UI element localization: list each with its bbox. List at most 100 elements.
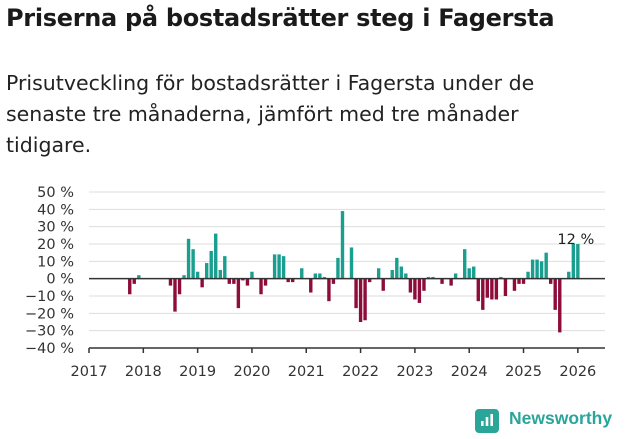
bar	[399, 266, 404, 279]
bar	[331, 278, 336, 284]
bar	[440, 278, 444, 284]
y-tick-label: 30 %	[37, 220, 74, 236]
bar	[277, 254, 281, 279]
y-axis-labels: 50 %40 % 30 %20 %10 % 0 %−10 %−20 % −30 %−4…	[25, 185, 74, 357]
bar	[381, 278, 385, 291]
y-tick-label: 20 %	[37, 237, 74, 253]
bar	[358, 278, 363, 322]
bar	[182, 275, 186, 279]
newsworthy-icon	[475, 409, 499, 433]
bar	[327, 278, 331, 302]
bar	[539, 261, 544, 279]
bar	[576, 244, 580, 279]
bar	[512, 278, 517, 291]
bar	[340, 211, 345, 279]
bar	[431, 276, 435, 279]
bar	[449, 278, 453, 286]
x-tick-label: 2022	[342, 364, 379, 380]
bar	[467, 268, 471, 279]
bar	[205, 263, 209, 279]
bar	[349, 247, 354, 279]
bar	[472, 266, 476, 279]
bar	[263, 278, 268, 286]
bar	[404, 273, 408, 279]
bar	[571, 244, 576, 279]
x-tick-label: 2017	[71, 364, 108, 380]
bar	[227, 278, 231, 284]
bar	[313, 273, 318, 279]
bar	[395, 257, 399, 279]
bar	[363, 278, 367, 321]
newsworthy-logo: Newsworthy	[475, 406, 625, 436]
bar	[236, 278, 241, 309]
bar	[485, 278, 489, 298]
bar	[336, 257, 340, 279]
annotations: 12 %	[557, 232, 594, 248]
bar	[422, 278, 426, 291]
bar	[426, 276, 431, 279]
bar	[200, 278, 204, 288]
bar	[544, 252, 548, 279]
bar	[186, 238, 191, 279]
bar	[367, 278, 372, 283]
bar	[413, 278, 417, 300]
bar	[300, 268, 304, 279]
bar	[290, 278, 295, 283]
bar	[494, 278, 499, 300]
bar	[503, 278, 508, 296]
bar	[250, 271, 254, 279]
bar	[481, 278, 485, 310]
bar	[476, 278, 480, 302]
bar	[232, 278, 236, 284]
bar	[463, 249, 467, 279]
bar	[535, 259, 539, 279]
bar	[553, 278, 557, 310]
x-axis	[88, 277, 605, 353]
x-axis-labels: 2017 2018 2019 2020 2021 2022 2023 2024 2025 2026	[71, 364, 597, 380]
bar	[322, 276, 327, 279]
bar	[548, 278, 553, 284]
bar	[490, 278, 494, 300]
bar	[390, 270, 394, 279]
y-tick-label: −10 %	[25, 289, 74, 305]
bar	[354, 278, 358, 309]
x-tick-label: 2018	[125, 364, 162, 380]
bar	[177, 278, 182, 295]
bar	[499, 276, 503, 279]
x-tick-label: 2026	[559, 364, 596, 380]
x-tick-label: 2023	[396, 364, 433, 380]
bar	[408, 278, 413, 293]
x-tick-label: 2019	[179, 364, 216, 380]
bar	[526, 271, 530, 279]
bar	[259, 278, 263, 295]
bar	[281, 256, 286, 279]
bar	[567, 271, 571, 279]
annotation-label: 12 %	[557, 232, 594, 248]
bar	[191, 249, 195, 279]
y-tick-label: 40 %	[37, 202, 74, 218]
bar	[272, 254, 277, 279]
bar	[195, 271, 200, 279]
y-tick-label: −20 %	[25, 306, 74, 322]
x-tick-label: 2025	[505, 364, 542, 380]
y-tick-label: 10 %	[37, 254, 74, 270]
bar	[517, 278, 521, 284]
bar	[318, 273, 322, 279]
bar	[218, 270, 222, 279]
bar	[128, 278, 132, 295]
page-title: Priserna på bostadsrätter steg i Fagerst…	[6, 4, 555, 32]
x-tick-label: 2020	[233, 364, 270, 380]
x-tick-label: 2021	[288, 364, 325, 380]
bars	[128, 211, 580, 333]
bar	[168, 278, 173, 286]
y-tick-label: 50 %	[37, 185, 74, 201]
page-subtitle: Prisutveckling för bostadsrätter i Fager…	[6, 71, 535, 157]
bar	[241, 278, 245, 281]
bar	[530, 259, 535, 279]
bar	[453, 273, 458, 279]
bar	[214, 233, 218, 279]
bar	[137, 275, 141, 279]
x-tick-label: 2024	[451, 364, 488, 380]
bar	[558, 278, 562, 333]
